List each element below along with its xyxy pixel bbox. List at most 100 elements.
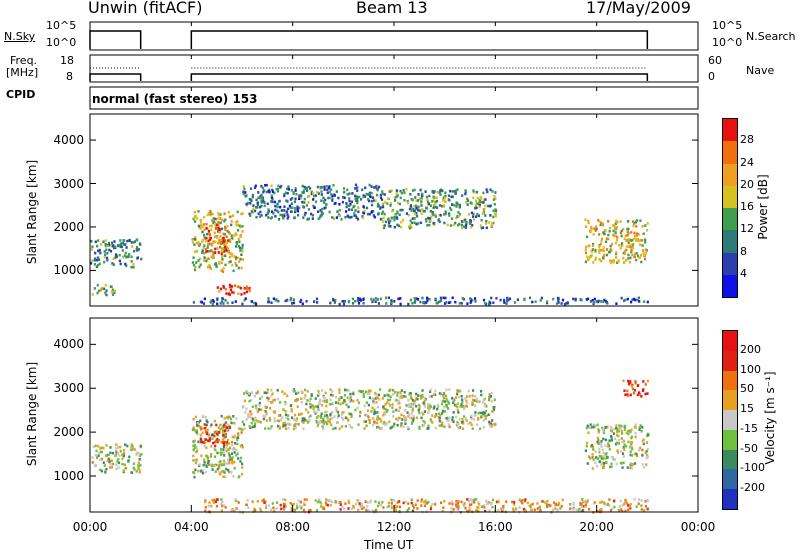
power-cell xyxy=(139,243,142,246)
power-cell xyxy=(376,193,379,197)
power-cell xyxy=(465,201,468,204)
velocity-cell xyxy=(199,419,202,423)
power-cell xyxy=(212,240,215,243)
velocity-cell xyxy=(421,393,424,397)
power-cell xyxy=(223,245,227,249)
velocity-cell xyxy=(482,411,485,414)
power-cell xyxy=(475,215,478,218)
power-cell xyxy=(356,299,359,302)
power-cell xyxy=(354,209,357,212)
velocity-cell xyxy=(470,414,473,418)
power-cell xyxy=(592,302,595,306)
power-cell xyxy=(204,250,207,254)
velocity-cell xyxy=(627,379,630,383)
velocity-cell xyxy=(404,418,407,421)
velocity-cell xyxy=(193,475,196,479)
velocity-cell xyxy=(643,466,646,469)
velocity-cell xyxy=(438,412,441,416)
power-cell xyxy=(644,241,647,244)
power-cell xyxy=(464,192,467,195)
power-cell xyxy=(96,291,99,295)
velocity-cell xyxy=(266,391,269,394)
velocity-cell xyxy=(630,454,634,457)
power-cell xyxy=(114,256,117,260)
velocity-cell xyxy=(380,503,383,507)
velocity-cell xyxy=(266,396,269,400)
power-cell xyxy=(388,221,391,225)
velocity-cell xyxy=(200,470,203,473)
power-cell xyxy=(432,203,435,207)
power-cell xyxy=(230,254,233,258)
velocity-cell xyxy=(629,453,632,457)
power-cell xyxy=(493,203,496,206)
power-cell xyxy=(368,212,371,216)
velocity-cell xyxy=(224,424,227,428)
velocity-cell xyxy=(381,500,384,504)
power-cell xyxy=(350,208,353,212)
velocity-cell xyxy=(196,449,199,452)
velocity-cell xyxy=(482,426,485,429)
power-cell xyxy=(513,301,517,304)
power-cell xyxy=(638,300,641,303)
velocity-cell xyxy=(457,423,460,426)
velocity-cell xyxy=(404,416,407,419)
velocity-cell xyxy=(237,501,240,504)
power-cell xyxy=(268,190,271,194)
power-cell xyxy=(331,197,334,200)
power-cell xyxy=(434,202,437,206)
velocity-cell xyxy=(250,412,253,416)
velocity-cell xyxy=(282,498,285,501)
velocity-cell xyxy=(646,379,649,383)
velocity-cell xyxy=(428,395,431,398)
power-cell xyxy=(120,242,123,245)
velocity-cell xyxy=(349,396,352,399)
velocity-cell xyxy=(362,393,365,396)
velocity-cell xyxy=(633,498,636,501)
power-cell xyxy=(505,302,508,305)
velocity-cell xyxy=(480,505,483,508)
velocity-cell xyxy=(645,441,648,444)
velocity-colorbar-label: Velocity [m s⁻¹] xyxy=(763,371,777,465)
velocity-cell xyxy=(644,499,647,503)
velocity-cell xyxy=(602,464,606,468)
power-cell xyxy=(429,210,432,213)
velocity-cell xyxy=(317,415,320,418)
power-cell xyxy=(416,222,420,225)
velocity-cell xyxy=(248,425,251,428)
power-cell xyxy=(563,302,567,306)
power-cell xyxy=(372,214,375,217)
velocity-cell xyxy=(203,423,206,426)
power-cell xyxy=(492,215,495,219)
power-cell xyxy=(217,241,220,244)
velocity-cell xyxy=(421,389,424,392)
velocity-cell xyxy=(404,500,407,503)
power-cell xyxy=(110,290,113,294)
velocity-cell xyxy=(631,447,634,451)
velocity-cell xyxy=(99,447,102,450)
velocity-cell xyxy=(622,379,625,383)
power-cell xyxy=(421,194,424,198)
velocity-cell xyxy=(104,471,107,474)
velocity-cell xyxy=(282,421,285,425)
velocity-cell xyxy=(456,402,459,405)
power-cell xyxy=(276,202,279,206)
power-cell xyxy=(357,302,361,305)
power-cell xyxy=(413,188,416,192)
velocity-cell xyxy=(243,427,246,430)
velocity-cell xyxy=(316,405,320,409)
velocity-cell xyxy=(205,463,208,467)
velocity-cell xyxy=(420,498,423,501)
velocity-cell xyxy=(295,503,299,506)
power-cell xyxy=(322,199,326,203)
velocity-cell xyxy=(295,417,299,420)
power-cell xyxy=(478,198,481,202)
power-cell xyxy=(322,196,325,200)
power-cell xyxy=(240,253,243,256)
velocity-cell xyxy=(615,462,618,466)
velocity-cell xyxy=(137,468,140,471)
power-cell xyxy=(104,253,107,256)
power-cell xyxy=(585,298,588,301)
velocity-cell xyxy=(312,409,315,413)
velocity-cell xyxy=(236,442,239,446)
velocity-cell xyxy=(294,392,298,395)
